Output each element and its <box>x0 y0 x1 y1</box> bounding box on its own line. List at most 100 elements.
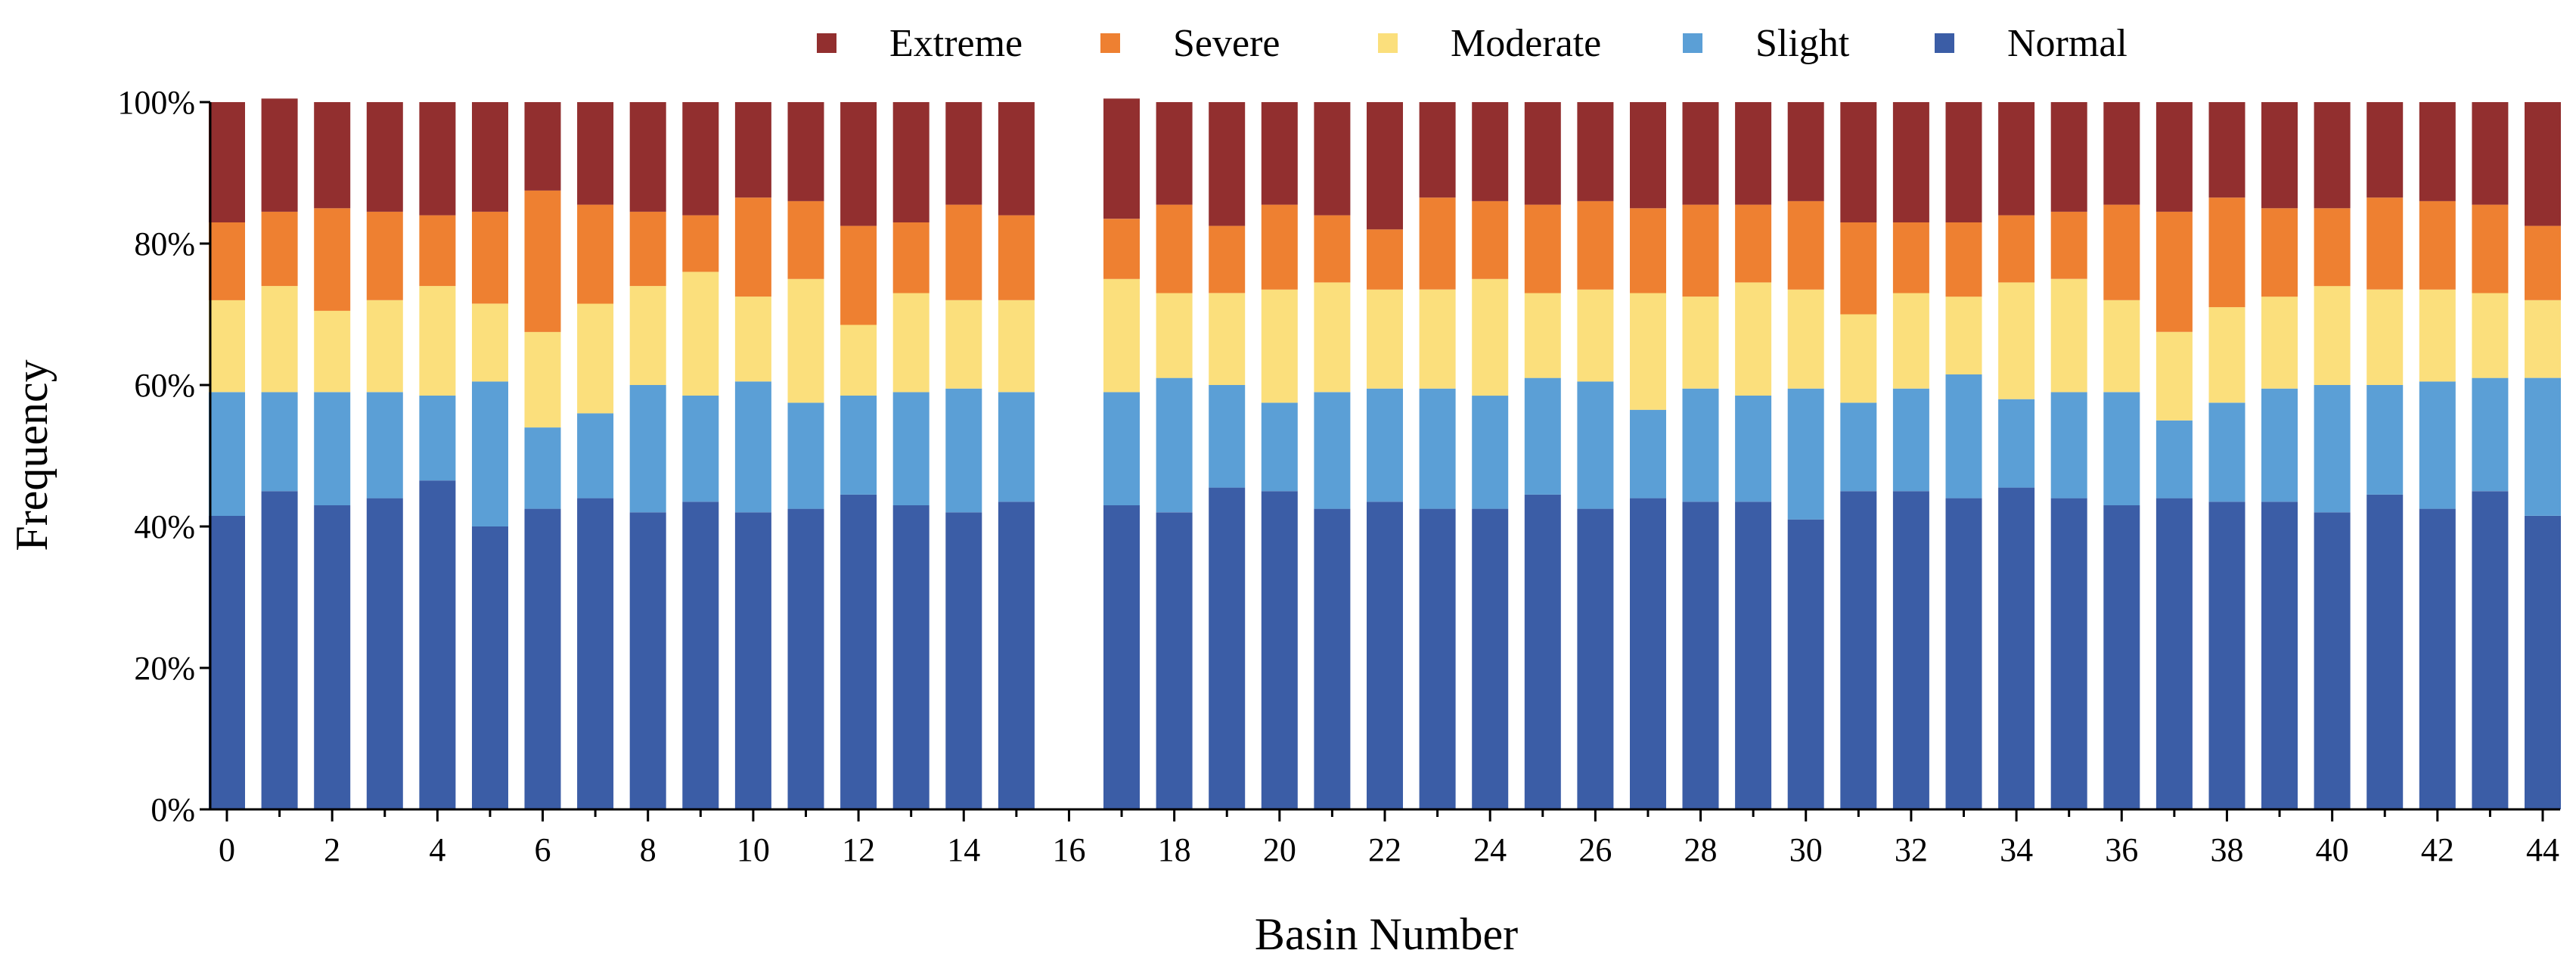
bar-extreme-basin-38 <box>2208 102 2245 198</box>
bar-severe-basin-26 <box>1577 200 1614 290</box>
bar-severe-basin-32 <box>1892 222 1929 293</box>
y-axis-title: Frequency <box>7 359 57 551</box>
bar-moderate-basin-36 <box>2103 300 2140 393</box>
bar-extreme-basin-11 <box>787 102 824 201</box>
bar-slight-basin-3 <box>366 392 403 498</box>
bar-slight-basin-1 <box>261 392 298 492</box>
bar-moderate-basin-34 <box>1998 282 2035 399</box>
legend-swatch-normal <box>1935 33 1954 53</box>
bar-extreme-basin-3 <box>366 102 403 212</box>
bar-severe-basin-5 <box>472 211 508 304</box>
bar-normal-basin-25 <box>1524 494 1561 809</box>
y-tick-label: 20% <box>134 650 195 687</box>
bar-severe-basin-22 <box>1367 229 1403 290</box>
bar-normal-basin-30 <box>1787 519 1824 809</box>
x-tick-label: 20 <box>1263 831 1296 868</box>
x-tick-label: 36 <box>2105 831 2138 868</box>
bar-slight-basin-9 <box>682 396 719 502</box>
bar-moderate-basin-12 <box>840 325 877 396</box>
bar-severe-basin-10 <box>734 197 771 297</box>
bar-slight-basin-39 <box>2261 388 2298 502</box>
bar-severe-basin-17 <box>1103 219 1140 279</box>
bar-extreme-basin-10 <box>734 102 771 198</box>
bar-slight-basin-42 <box>2419 381 2456 509</box>
bar-extreme-basin-18 <box>1156 102 1193 205</box>
x-tick-label: 44 <box>2526 831 2559 868</box>
x-tick-label: 8 <box>640 831 656 868</box>
bar-severe-basin-2 <box>314 208 351 311</box>
bar-normal-basin-12 <box>840 494 877 809</box>
legend-label-slight: Slight <box>1755 22 1850 65</box>
bar-normal-basin-19 <box>1209 487 1246 809</box>
bar-severe-basin-31 <box>1840 222 1877 315</box>
bar-moderate-basin-26 <box>1577 289 1614 382</box>
bar-severe-basin-42 <box>2419 200 2456 290</box>
bar-slight-basin-6 <box>524 427 561 509</box>
bar-extreme-basin-7 <box>577 102 614 205</box>
bar-slight-basin-27 <box>1630 409 1666 498</box>
x-tick-label: 12 <box>842 831 875 868</box>
bar-slight-basin-32 <box>1892 388 1929 492</box>
bar-moderate-basin-7 <box>577 303 614 414</box>
bar-slight-basin-40 <box>2314 385 2351 513</box>
bar-extreme-basin-1 <box>261 98 298 212</box>
bar-slight-basin-22 <box>1367 388 1403 502</box>
bar-moderate-basin-31 <box>1840 314 1877 403</box>
bar-moderate-basin-6 <box>524 331 561 428</box>
bar-normal-basin-17 <box>1103 505 1140 809</box>
bar-slight-basin-36 <box>2103 392 2140 505</box>
bar-severe-basin-44 <box>2525 225 2561 300</box>
bar-extreme-basin-22 <box>1367 102 1403 230</box>
bar-extreme-basin-42 <box>2419 102 2456 201</box>
bar-extreme-basin-25 <box>1524 102 1561 205</box>
bar-severe-basin-33 <box>1945 222 1982 297</box>
x-tick-label: 14 <box>947 831 980 868</box>
bar-moderate-basin-14 <box>945 300 982 389</box>
legend-swatch-slight <box>1683 33 1702 53</box>
legend-swatch-extreme <box>817 33 836 53</box>
bar-extreme-basin-17 <box>1103 98 1140 219</box>
bar-severe-basin-7 <box>577 204 614 304</box>
bar-slight-basin-13 <box>892 392 930 505</box>
bar-severe-basin-39 <box>2261 208 2298 297</box>
bar-severe-basin-9 <box>682 215 719 272</box>
bar-moderate-basin-5 <box>472 303 508 382</box>
bar-severe-basin-37 <box>2155 211 2193 332</box>
bar-normal-basin-33 <box>1945 498 1982 809</box>
bar-severe-basin-1 <box>261 211 298 287</box>
y-tick-label: 80% <box>134 225 195 262</box>
bar-severe-basin-23 <box>1419 197 1456 290</box>
bar-extreme-basin-26 <box>1577 102 1614 201</box>
x-tick-label: 0 <box>219 831 235 868</box>
bar-slight-basin-26 <box>1577 381 1614 509</box>
bar-extreme-basin-43 <box>2472 102 2509 205</box>
bar-slight-basin-43 <box>2472 377 2509 492</box>
bar-normal-basin-29 <box>1735 502 1772 809</box>
x-tick-label: 32 <box>1895 831 1928 868</box>
bar-slight-basin-25 <box>1524 377 1561 495</box>
bar-slight-basin-12 <box>840 396 877 495</box>
bar-extreme-basin-35 <box>2050 102 2087 212</box>
bar-severe-basin-15 <box>998 215 1035 300</box>
legend-label-normal: Normal <box>2007 22 2128 65</box>
legend-swatch-moderate <box>1378 33 1398 53</box>
bar-severe-basin-21 <box>1314 215 1351 283</box>
bar-normal-basin-42 <box>2419 508 2456 809</box>
bar-extreme-basin-29 <box>1735 102 1772 205</box>
bar-slight-basin-0 <box>209 392 245 516</box>
bar-extreme-basin-34 <box>1998 102 2035 216</box>
bar-severe-basin-28 <box>1682 204 1719 297</box>
bar-normal-basin-37 <box>2155 498 2193 809</box>
x-tick-label: 30 <box>1789 831 1823 868</box>
x-tick-label: 40 <box>2316 831 2349 868</box>
x-tick-label: 2 <box>324 831 340 868</box>
bar-normal-basin-23 <box>1419 508 1456 809</box>
x-tick-label: 26 <box>1578 831 1612 868</box>
bar-slight-basin-18 <box>1156 377 1193 513</box>
bar-moderate-basin-2 <box>314 310 351 393</box>
bar-slight-basin-24 <box>1472 396 1509 509</box>
bar-moderate-basin-24 <box>1472 278 1509 396</box>
bar-moderate-basin-0 <box>209 300 245 393</box>
bar-moderate-basin-37 <box>2155 331 2193 421</box>
y-tick-label: 60% <box>134 367 195 404</box>
